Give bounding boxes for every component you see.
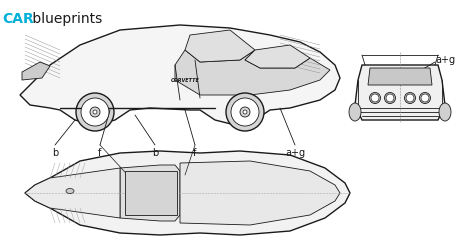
Polygon shape [355, 65, 445, 120]
Ellipse shape [231, 98, 259, 126]
Text: a+g: a+g [285, 148, 305, 158]
Ellipse shape [93, 110, 97, 114]
Polygon shape [368, 68, 432, 85]
Ellipse shape [421, 94, 429, 102]
Ellipse shape [240, 107, 250, 117]
Ellipse shape [406, 94, 414, 102]
Ellipse shape [66, 188, 74, 193]
Text: blueprints: blueprints [28, 12, 102, 26]
Ellipse shape [371, 94, 379, 102]
Polygon shape [185, 30, 255, 62]
Text: CORVETTE: CORVETTE [171, 78, 200, 82]
Ellipse shape [370, 92, 380, 103]
Polygon shape [125, 171, 177, 215]
Ellipse shape [419, 92, 430, 103]
Ellipse shape [439, 103, 451, 121]
Text: CAR: CAR [2, 12, 34, 26]
Polygon shape [245, 45, 310, 68]
Ellipse shape [405, 92, 416, 103]
Text: f: f [98, 148, 102, 158]
Ellipse shape [76, 93, 114, 131]
Polygon shape [25, 168, 120, 218]
Polygon shape [20, 25, 340, 125]
Ellipse shape [90, 107, 100, 117]
Ellipse shape [386, 94, 394, 102]
Ellipse shape [226, 93, 264, 131]
Ellipse shape [384, 92, 396, 103]
Polygon shape [180, 161, 340, 225]
Polygon shape [22, 62, 50, 80]
Ellipse shape [81, 98, 109, 126]
Text: a+g: a+g [435, 55, 455, 65]
Ellipse shape [243, 110, 247, 114]
Polygon shape [175, 50, 330, 95]
Text: b: b [52, 148, 58, 158]
Polygon shape [25, 151, 350, 235]
Ellipse shape [349, 103, 361, 121]
Polygon shape [120, 165, 180, 221]
Text: b: b [152, 148, 158, 158]
Text: f: f [193, 148, 197, 158]
